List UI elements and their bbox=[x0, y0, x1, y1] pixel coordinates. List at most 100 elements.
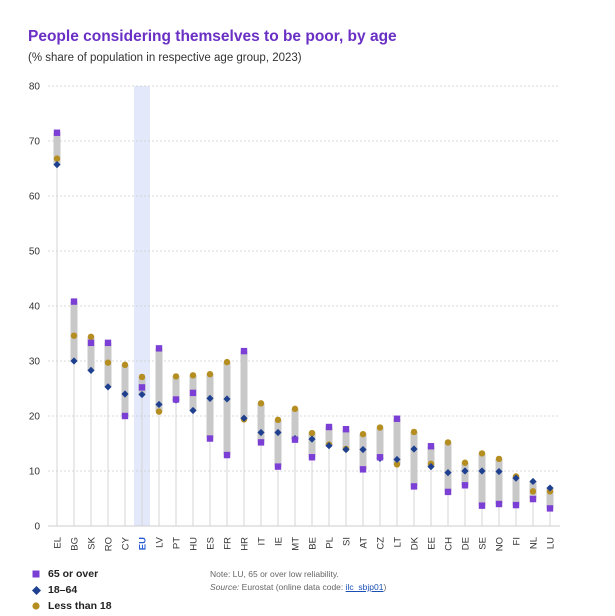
y-tick-label: 40 bbox=[29, 302, 41, 313]
point-65-or-over bbox=[274, 463, 282, 470]
point-18-64 bbox=[274, 428, 282, 437]
x-tick-label: BE bbox=[308, 537, 319, 550]
point-less-than-18 bbox=[138, 373, 146, 381]
x-tick-label: EE bbox=[427, 537, 438, 550]
source-close: ) bbox=[383, 582, 387, 592]
range-bar bbox=[274, 419, 282, 467]
x-tick-label: DE bbox=[461, 537, 472, 550]
y-tick-label: 0 bbox=[34, 522, 40, 533]
point-65-or-over bbox=[461, 482, 469, 489]
range-bar bbox=[70, 301, 78, 361]
point-less-than-18 bbox=[87, 333, 95, 340]
chart-title: People considering themselves to be poor… bbox=[28, 28, 397, 45]
point-65-or-over bbox=[70, 298, 78, 305]
y-tick-label: 60 bbox=[29, 192, 41, 203]
range-bar bbox=[393, 418, 401, 465]
point-18-64 bbox=[461, 467, 469, 475]
range-bar bbox=[53, 132, 61, 165]
point-less-than-18 bbox=[461, 459, 469, 466]
point-65-or-over bbox=[53, 129, 61, 136]
circle-marker-icon bbox=[30, 602, 42, 610]
range-bar bbox=[155, 348, 163, 412]
x-tick-label: SK bbox=[87, 536, 98, 549]
x-tick-label: CZ bbox=[376, 537, 387, 550]
range-bar bbox=[291, 408, 299, 440]
point-18-64 bbox=[257, 428, 265, 437]
x-tick-label: DK bbox=[410, 536, 421, 550]
point-65-or-over bbox=[104, 339, 112, 347]
point-less-than-18 bbox=[70, 332, 78, 339]
range-bar bbox=[206, 374, 214, 439]
range-bar bbox=[495, 458, 503, 504]
point-18-64 bbox=[529, 477, 537, 486]
note-text: Note: LU, 65 or over low reliability. bbox=[210, 569, 339, 579]
point-18-64 bbox=[70, 357, 78, 365]
point-less-than-18 bbox=[359, 430, 367, 438]
point-65-or-over bbox=[138, 384, 146, 391]
point-less-than-18 bbox=[53, 155, 61, 162]
point-18-64 bbox=[104, 383, 112, 391]
x-tick-label: CH bbox=[444, 537, 455, 551]
y-tick-label: 10 bbox=[29, 467, 41, 478]
x-tick-label: FR bbox=[223, 537, 234, 550]
point-65-or-over bbox=[257, 439, 265, 446]
y-tick-label: 70 bbox=[29, 137, 41, 148]
point-18-64 bbox=[427, 463, 435, 471]
range-bar bbox=[427, 446, 435, 467]
range-bar bbox=[87, 336, 95, 371]
source-label: Source: bbox=[210, 582, 240, 592]
range-bar bbox=[308, 433, 316, 458]
x-tick-label: HU bbox=[189, 537, 200, 551]
x-tick-label: CY bbox=[121, 536, 132, 550]
x-tick-label: MT bbox=[291, 537, 302, 551]
x-tick-label: FI bbox=[512, 537, 523, 545]
point-65-or-over bbox=[393, 415, 401, 422]
point-18-64 bbox=[359, 445, 367, 454]
legend-label: Less than 18 bbox=[48, 600, 112, 612]
point-65-or-over bbox=[495, 500, 503, 508]
range-bar bbox=[512, 476, 520, 506]
point-less-than-18 bbox=[444, 439, 452, 446]
point-65-or-over bbox=[427, 443, 435, 450]
point-65-or-over bbox=[410, 483, 418, 490]
point-less-than-18 bbox=[376, 424, 384, 431]
range-bar bbox=[444, 442, 452, 492]
chart-notes: Note: LU, 65 or over low reliability. So… bbox=[210, 568, 386, 594]
point-18-64 bbox=[308, 435, 316, 443]
point-less-than-18 bbox=[308, 429, 316, 437]
point-65-or-over bbox=[308, 454, 316, 461]
point-less-than-18 bbox=[291, 405, 299, 413]
point-18-64 bbox=[393, 455, 401, 464]
legend-label: 18–64 bbox=[48, 584, 78, 596]
point-65-or-over bbox=[342, 426, 350, 433]
point-65-or-over bbox=[546, 505, 554, 512]
x-tick-label: IE bbox=[274, 537, 285, 546]
point-18-64 bbox=[410, 445, 418, 453]
point-18-64 bbox=[444, 469, 452, 477]
x-tick-label: RO bbox=[104, 537, 115, 551]
point-less-than-18 bbox=[529, 488, 537, 495]
point-65-or-over bbox=[529, 495, 537, 503]
x-tick-label: LU bbox=[546, 537, 557, 549]
y-tick-label: 80 bbox=[29, 82, 41, 93]
range-bar bbox=[240, 351, 248, 420]
point-less-than-18 bbox=[206, 371, 214, 378]
x-tick-label: EL bbox=[53, 537, 64, 549]
range-bar bbox=[478, 453, 486, 506]
point-65-or-over bbox=[155, 345, 163, 352]
x-tick-label: ES bbox=[206, 537, 217, 550]
legend-item-less-than-18: Less than 18 bbox=[30, 598, 112, 614]
diamond-marker-icon bbox=[30, 585, 42, 595]
point-18-64 bbox=[155, 400, 163, 409]
point-18-64 bbox=[121, 390, 129, 398]
point-18-64 bbox=[189, 406, 197, 415]
range-bar bbox=[325, 427, 333, 446]
square-marker-icon bbox=[30, 570, 42, 578]
point-65-or-over bbox=[87, 339, 95, 347]
point-less-than-18 bbox=[257, 400, 265, 407]
point-65-or-over bbox=[172, 396, 180, 403]
point-18-64 bbox=[240, 414, 248, 422]
point-less-than-18 bbox=[189, 372, 197, 379]
source-code-link[interactable]: ilc_sbjp01 bbox=[345, 582, 384, 592]
x-tick-label: NL bbox=[529, 537, 540, 549]
